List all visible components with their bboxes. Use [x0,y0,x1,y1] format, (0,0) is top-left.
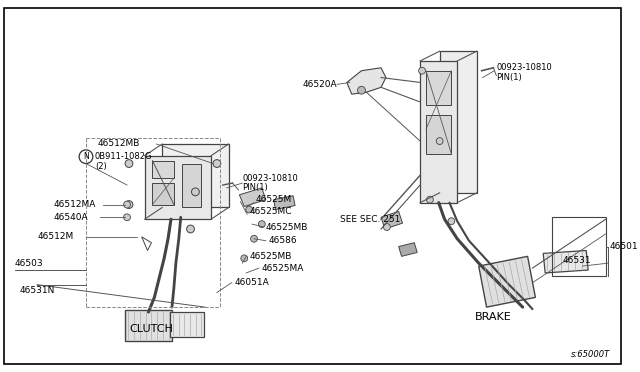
Text: (2): (2) [95,162,106,171]
Text: 46525MA: 46525MA [262,264,304,273]
Text: 00923-10810: 00923-10810 [243,174,298,183]
Circle shape [187,225,195,233]
Text: 46525M: 46525M [256,195,292,204]
Polygon shape [273,196,295,209]
Circle shape [383,224,390,231]
Text: 46520A: 46520A [303,80,337,89]
Circle shape [241,255,248,262]
Text: PIN(1): PIN(1) [497,73,522,82]
Polygon shape [420,61,457,203]
Circle shape [426,196,433,203]
Text: CLUTCH: CLUTCH [129,324,173,334]
Text: 46512M: 46512M [37,232,74,241]
Circle shape [125,160,133,167]
Circle shape [191,188,199,196]
Text: 46501: 46501 [610,242,638,251]
Bar [170,312,204,337]
Text: PIN(1): PIN(1) [243,183,268,192]
Bar [426,115,451,154]
Circle shape [124,214,131,221]
Text: 46531: 46531 [563,256,591,265]
Circle shape [358,86,365,94]
Text: 46531N: 46531N [20,286,55,295]
Polygon shape [381,211,403,229]
Text: N: N [83,152,89,161]
Circle shape [259,221,265,228]
Text: 46512MA: 46512MA [54,200,96,209]
Circle shape [125,201,133,208]
Polygon shape [239,188,266,206]
Text: 46503: 46503 [15,259,44,268]
Polygon shape [145,156,211,219]
Bar [182,164,201,208]
Bar [152,183,174,205]
Circle shape [213,160,221,167]
Text: 46525MB: 46525MB [266,222,308,231]
Polygon shape [347,68,386,94]
Text: 46051A: 46051A [234,278,269,287]
Bar [152,161,174,178]
Polygon shape [440,51,477,193]
Polygon shape [399,243,417,256]
Text: 46525MB: 46525MB [249,252,291,261]
Circle shape [251,235,257,242]
Circle shape [419,67,426,74]
Polygon shape [479,256,536,307]
Circle shape [448,218,455,225]
Polygon shape [162,144,228,208]
Text: SEE SEC. 251: SEE SEC. 251 [340,215,401,224]
Circle shape [124,201,131,208]
Circle shape [246,206,253,213]
Circle shape [436,138,443,144]
Text: 46540A: 46540A [54,213,88,222]
Text: 46512MB: 46512MB [98,140,140,148]
Text: s:65000T: s:65000T [572,350,611,359]
Text: 46525MC: 46525MC [249,207,292,216]
Bar [125,310,172,341]
Text: 46586: 46586 [269,236,298,245]
Polygon shape [543,250,588,273]
Bar [426,71,451,105]
Text: 0B911-1082G: 0B911-1082G [95,152,152,161]
Bar [552,217,605,276]
Text: BRAKE: BRAKE [475,312,512,322]
Text: 00923-10810: 00923-10810 [497,63,552,72]
